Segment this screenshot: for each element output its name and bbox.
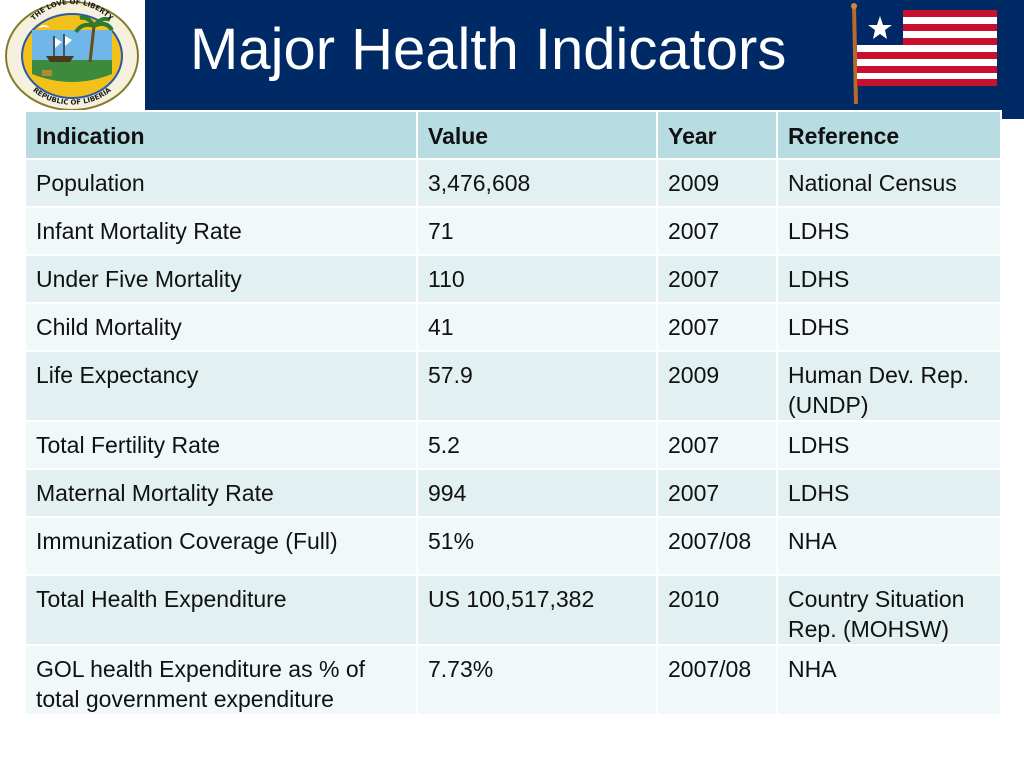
cell-indication: GOL health Expenditure as % of total gov… [24,644,418,716]
table-row: Child Mortality 41 2007 LDHS [24,302,1002,352]
cell-reference: LDHS [776,254,1002,304]
cell-year: 2007/08 [656,516,778,576]
cell-indication: Life Expectancy [24,350,418,422]
cell-value: 51% [416,516,658,576]
cell-year: 2007 [656,254,778,304]
health-indicators-table: Indication Value Year Reference Populati… [24,110,1002,716]
cell-value: 7.73% [416,644,658,716]
cell-indication: Child Mortality [24,302,418,352]
cell-value: 41 [416,302,658,352]
table-row: Population 3,476,608 2009 National Censu… [24,158,1002,208]
cell-value: 5.2 [416,420,658,470]
cell-indication: Maternal Mortality Rate [24,468,418,518]
cell-indication: Immunization Coverage (Full) [24,516,418,576]
cell-year: 2009 [656,158,778,208]
cell-value: 994 [416,468,658,518]
table-row: Total Health Expenditure US 100,517,382 … [24,574,1002,646]
liberia-flag-icon [851,3,997,105]
cell-year: 2007 [656,206,778,256]
cell-year: 2009 [656,350,778,422]
cell-reference: LDHS [776,302,1002,352]
table-row: Immunization Coverage (Full) 51% 2007/08… [24,516,1002,576]
cell-year: 2010 [656,574,778,646]
cell-reference: Country Situation Rep. (MOHSW) [776,574,1002,646]
cell-value: 110 [416,254,658,304]
cell-reference: LDHS [776,206,1002,256]
cell-reference: LDHS [776,468,1002,518]
cell-value: 57.9 [416,350,658,422]
cell-year: 2007 [656,468,778,518]
header-value: Value [416,110,658,160]
table-row: Infant Mortality Rate 71 2007 LDHS [24,206,1002,256]
cell-indication: Population [24,158,418,208]
cell-year: 2007 [656,302,778,352]
cell-reference: LDHS [776,420,1002,470]
liberia-seal-icon: THE LOVE OF LIBERTY REPUBLIC OF LIBERIA [5,0,139,111]
table-row: GOL health Expenditure as % of total gov… [24,644,1002,716]
seal-area: THE LOVE OF LIBERTY REPUBLIC OF LIBERIA [0,0,145,112]
cell-indication: Total Health Expenditure [24,574,418,646]
table-row: Maternal Mortality Rate 994 2007 LDHS [24,468,1002,518]
cell-value: US 100,517,382 [416,574,658,646]
cell-reference: NHA [776,644,1002,716]
header-reference: Reference [776,110,1002,160]
table-row: Total Fertility Rate 5.2 2007 LDHS [24,420,1002,470]
cell-value: 71 [416,206,658,256]
cell-reference: NHA [776,516,1002,576]
header-indication: Indication [24,110,418,160]
cell-indication: Infant Mortality Rate [24,206,418,256]
table-row: Life Expectancy 57.9 2009 Human Dev. Rep… [24,350,1002,422]
table-row: Under Five Mortality 110 2007 LDHS [24,254,1002,304]
header-year: Year [656,110,778,160]
cell-year: 2007/08 [656,644,778,716]
cell-year: 2007 [656,420,778,470]
table-header-row: Indication Value Year Reference [24,110,1002,160]
cell-indication: Total Fertility Rate [24,420,418,470]
cell-reference: National Census [776,158,1002,208]
cell-indication: Under Five Mortality [24,254,418,304]
cell-value: 3,476,608 [416,158,658,208]
cell-reference: Human Dev. Rep. (UNDP) [776,350,1002,422]
slide-title: Major Health Indicators [190,17,787,82]
